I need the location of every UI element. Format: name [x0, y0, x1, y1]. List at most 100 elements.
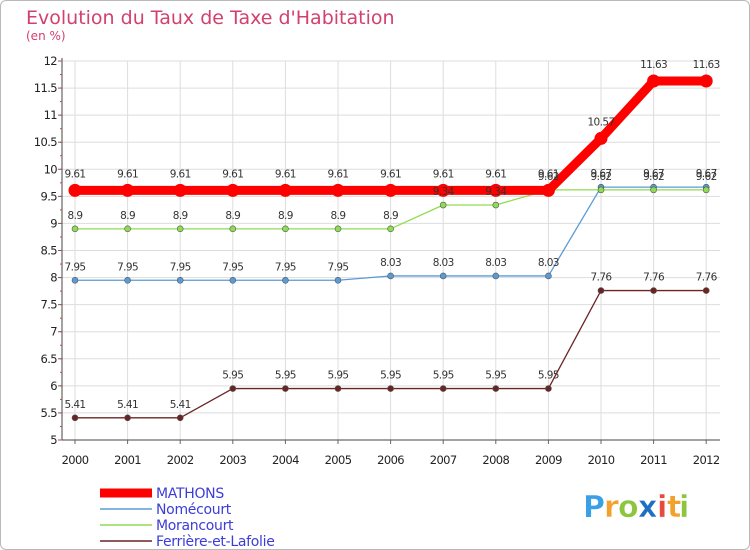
data-label: 9.61 — [170, 168, 191, 180]
x-tick-label: 2005 — [325, 453, 352, 467]
data-label: 7.95 — [275, 261, 296, 273]
data-label: 5.95 — [328, 370, 349, 382]
data-label: 9.61 — [222, 168, 243, 180]
x-tick-label: 2012 — [693, 453, 720, 467]
data-point — [176, 276, 184, 284]
data-label: 5.41 — [117, 399, 138, 411]
x-tick-label: 2009 — [535, 453, 562, 467]
data-label: 7.95 — [328, 261, 349, 273]
data-label: 5.95 — [538, 370, 559, 382]
data-label: 5.95 — [222, 370, 243, 382]
data-point — [594, 131, 608, 145]
data-label: 8.9 — [383, 210, 398, 222]
data-point — [545, 272, 552, 280]
data-point — [282, 276, 289, 284]
data-point — [173, 183, 187, 197]
data-point — [334, 225, 342, 233]
y-tick-label: 10 — [44, 162, 58, 176]
data-label: 5.95 — [380, 370, 401, 382]
y-tick-label: 7.5 — [41, 298, 58, 312]
data-label: 9.61 — [275, 168, 296, 180]
data-point — [702, 186, 710, 194]
y-tick-label: 6.5 — [41, 352, 58, 366]
data-point — [229, 385, 237, 392]
data-label: 8.9 — [68, 210, 83, 222]
data-label: 9.34 — [485, 186, 507, 198]
data-point — [71, 276, 79, 284]
y-tick-label: 8.5 — [41, 244, 58, 258]
data-label: 7.76 — [696, 272, 718, 284]
data-point — [387, 225, 394, 233]
data-label: 8.03 — [538, 257, 559, 269]
logo-letter: x — [638, 490, 657, 525]
logo-letter: P — [583, 490, 605, 525]
data-label: 8.03 — [380, 257, 401, 269]
data-label: 9.61 — [65, 168, 86, 180]
data-point — [650, 287, 657, 294]
data-label: 5.95 — [433, 370, 454, 382]
y-tick-label: 6 — [50, 379, 57, 393]
data-point — [597, 287, 605, 294]
logo-letter: i — [657, 490, 667, 525]
data-point — [387, 385, 394, 392]
data-point — [334, 276, 342, 284]
y-tick-label: 10.5 — [34, 135, 57, 149]
data-label: 8.9 — [331, 210, 346, 222]
data-label: 9.67 — [591, 168, 612, 180]
data-label: 5.95 — [485, 370, 506, 382]
data-point — [384, 183, 398, 197]
data-point — [647, 74, 661, 88]
logo-letter: i — [679, 490, 689, 525]
data-point — [229, 225, 237, 233]
data-label: 8.9 — [278, 210, 293, 222]
data-point — [489, 183, 503, 197]
data-label: 7.95 — [222, 261, 243, 273]
data-point — [331, 183, 345, 197]
data-point — [282, 385, 289, 392]
data-point — [68, 183, 82, 197]
x-axis-ticks: 2000 2001 2002 2003 2004 2005 2006 2007 2008 2009… — [62, 440, 721, 467]
data-label: 7.95 — [170, 261, 191, 273]
data-label: 9.34 — [433, 186, 455, 198]
data-label: 11.63 — [693, 59, 720, 71]
data-point — [282, 225, 289, 233]
data-label: 9.62 — [643, 171, 664, 183]
data-point — [439, 201, 447, 209]
x-tick-label: 2011 — [640, 453, 667, 467]
data-point — [121, 183, 135, 197]
y-tick-label: 11.5 — [34, 81, 57, 95]
data-label: 8.9 — [173, 210, 188, 222]
data-point — [597, 186, 605, 194]
y-tick-label: 5 — [50, 433, 57, 447]
x-tick-label: 2000 — [62, 453, 89, 467]
x-tick-label: 2010 — [588, 453, 615, 467]
data-label: 9.61 — [485, 168, 506, 180]
x-tick-label: 2006 — [377, 453, 404, 467]
data-point — [699, 74, 713, 88]
data-point — [71, 414, 79, 422]
y-tick-label: 11 — [44, 108, 58, 122]
data-label: 7.95 — [65, 261, 86, 273]
data-point — [176, 225, 184, 233]
data-point — [541, 183, 555, 197]
data-label: 5.95 — [275, 370, 296, 382]
series — [68, 74, 713, 422]
data-label: 9.62 — [591, 171, 612, 183]
data-label: 9.61 — [538, 168, 559, 180]
data-point — [124, 276, 131, 284]
y-tick-label: 9 — [50, 216, 57, 230]
y-tick-label: 9.5 — [41, 189, 58, 203]
data-point — [436, 183, 450, 197]
y-tick-label: 8 — [50, 271, 57, 285]
legend: MATHONSNomécourtMorancourtFerrière-et-La… — [100, 486, 275, 550]
x-tick-label: 2003 — [219, 453, 246, 467]
x-tick-label: 2007 — [430, 453, 457, 467]
data-label: 5.41 — [170, 399, 191, 411]
data-point — [439, 385, 447, 392]
data-point — [71, 225, 79, 233]
data-label: 9.61 — [380, 168, 401, 180]
logo-letter: t — [667, 490, 681, 525]
x-tick-label: 2008 — [482, 453, 509, 467]
